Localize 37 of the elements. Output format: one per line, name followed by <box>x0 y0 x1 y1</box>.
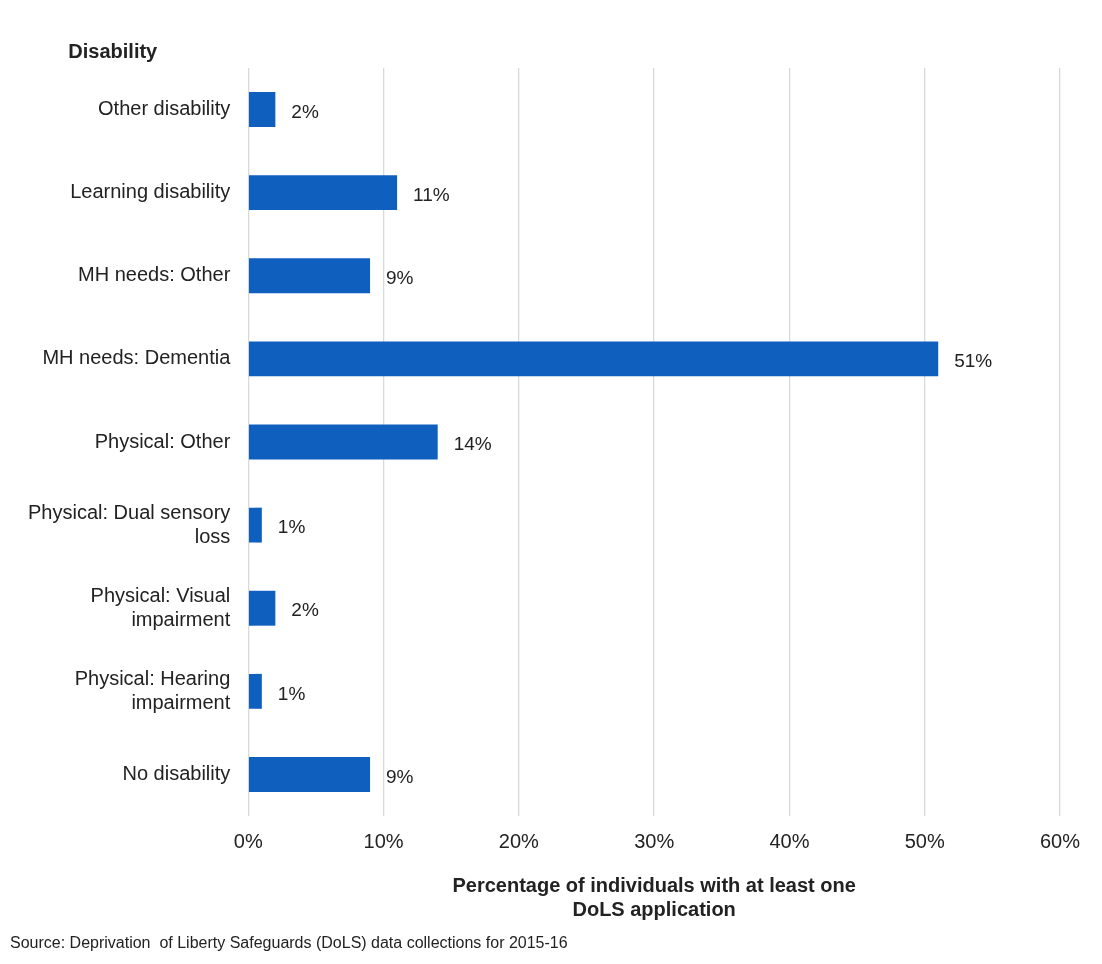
data-label: 9% <box>386 267 414 289</box>
y-tick-label: Physical: Visual impairment <box>90 583 231 630</box>
y-tick-label: Learning disability <box>70 180 231 203</box>
x-axis-title: Percentage of individuals with at least one DoLS application <box>452 873 856 920</box>
y-tick-label: No disability <box>122 761 231 784</box>
y-tick-label: MH needs: Other <box>78 263 231 286</box>
y-tick-label: Physical: Dual sensory loss <box>27 500 231 547</box>
data-label: 9% <box>386 765 414 787</box>
x-tick-label: 20% <box>498 829 540 852</box>
y-tick-label: Physical: Other <box>94 429 231 452</box>
y-axis-title: Disability <box>68 40 159 62</box>
bar <box>248 258 371 294</box>
x-tick-label: 60% <box>1039 829 1081 852</box>
data-label: 14% <box>453 433 492 455</box>
data-label: 11% <box>413 183 450 205</box>
bar <box>248 341 939 377</box>
x-tick-label: 50% <box>904 829 945 852</box>
data-label: 51% <box>954 350 993 372</box>
source-note: Source: Deprivation of Liberty Safeguards (DoLS) data collections for 2015-16 <box>10 934 568 951</box>
bar <box>248 507 262 543</box>
bar <box>248 590 276 626</box>
bar <box>248 92 276 128</box>
bar <box>248 424 438 460</box>
data-label: 1% <box>277 516 306 538</box>
bar <box>248 756 371 792</box>
data-label: 2% <box>291 599 319 621</box>
bar <box>248 673 262 709</box>
bar <box>248 175 398 211</box>
y-tick-label: Physical: Hearing impairment <box>74 666 231 713</box>
x-tick-label: 40% <box>769 829 810 852</box>
x-tick-label: 0% <box>233 829 263 852</box>
x-tick-label: 10% <box>363 829 404 852</box>
y-tick-label: Other disability <box>98 97 231 120</box>
data-label: 2% <box>291 100 319 122</box>
x-tick-label: 30% <box>634 829 675 852</box>
y-tick-label: MH needs: Dementia <box>42 346 232 369</box>
data-label: 1% <box>277 682 306 704</box>
